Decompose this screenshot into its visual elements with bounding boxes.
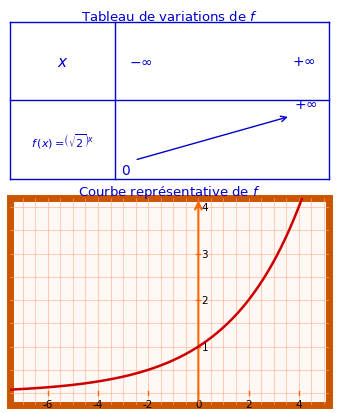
Text: -6: -6	[43, 399, 53, 409]
Text: 4: 4	[201, 202, 208, 213]
Text: Tableau de variations de $f$: Tableau de variations de $f$	[81, 10, 258, 24]
Text: 0: 0	[195, 399, 202, 409]
Text: $-\infty$: $-\infty$	[129, 55, 153, 69]
Text: 2: 2	[245, 399, 252, 409]
Text: $+\infty$: $+\infty$	[294, 98, 317, 112]
Text: 4: 4	[295, 399, 302, 409]
Text: 2: 2	[201, 295, 208, 305]
Text: 3: 3	[201, 249, 208, 259]
Text: Courbe représentative de $f$: Courbe représentative de $f$	[78, 184, 261, 201]
Text: -4: -4	[93, 399, 103, 409]
Text: $x$: $x$	[57, 55, 68, 69]
Text: 1: 1	[201, 342, 208, 352]
Text: -2: -2	[143, 399, 153, 409]
Text: $+\infty$: $+\infty$	[293, 55, 316, 69]
Text: $f\,(x)=\!\left(\sqrt{2}\right)^{\!x}$: $f\,(x)=\!\left(\sqrt{2}\right)^{\!x}$	[31, 131, 95, 150]
Text: $0$: $0$	[121, 164, 131, 178]
